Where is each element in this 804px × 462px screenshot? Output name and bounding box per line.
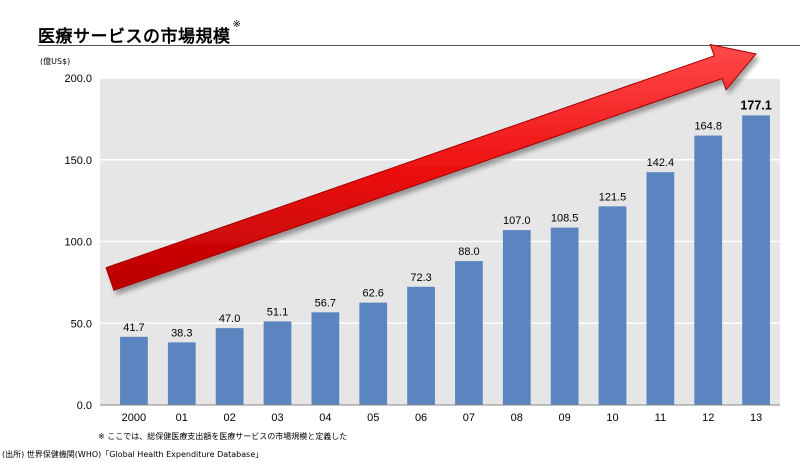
source-note: (出所) 世界保健機関(WHO)「Global Health Expenditu… bbox=[2, 450, 264, 459]
bar bbox=[646, 172, 675, 405]
x-tick-label: 09 bbox=[559, 412, 571, 424]
chart-title-text: 医療サービスの市場規模 bbox=[38, 27, 231, 47]
bar-value-label: 62.6 bbox=[363, 288, 384, 300]
x-tick-label: 03 bbox=[271, 412, 283, 424]
x-tick-label: 01 bbox=[176, 412, 188, 424]
bar bbox=[263, 321, 292, 405]
y-tick-label: 50.0 bbox=[71, 318, 92, 330]
y-tick-label: 150.0 bbox=[64, 155, 92, 167]
bar bbox=[215, 328, 244, 405]
x-tick-label: 08 bbox=[511, 412, 523, 424]
title-note-mark: ※ bbox=[232, 19, 242, 30]
bar-value-label: 142.4 bbox=[647, 157, 675, 169]
bar-value-label: 108.5 bbox=[551, 213, 579, 225]
bar-value-label: 41.7 bbox=[123, 322, 144, 334]
y-tick-label: 0.0 bbox=[77, 400, 92, 412]
y-tick-label: 100.0 bbox=[64, 237, 92, 249]
x-tick-label: 13 bbox=[750, 412, 762, 424]
bar-value-label: 88.0 bbox=[458, 246, 479, 258]
x-tick-label: 05 bbox=[367, 412, 379, 424]
bar bbox=[167, 342, 196, 405]
bar bbox=[742, 115, 770, 405]
bar bbox=[598, 206, 627, 405]
bar bbox=[120, 336, 148, 405]
bar bbox=[359, 302, 388, 405]
bar bbox=[311, 312, 340, 405]
x-tick-label: 2000 bbox=[122, 412, 146, 424]
bar bbox=[694, 135, 723, 405]
bar-value-label: 164.8 bbox=[694, 121, 722, 133]
x-tick-label: 11 bbox=[655, 412, 666, 424]
x-tick-label: 02 bbox=[224, 412, 236, 424]
y-tick-label: 200.0 bbox=[64, 73, 92, 85]
footnote: ※ ここでは、総保健医療支出額を医療サービスの市場規模と定義した bbox=[98, 432, 348, 441]
bar bbox=[550, 227, 579, 405]
x-tick-label: 10 bbox=[606, 412, 618, 424]
trend-arrow bbox=[105, 43, 757, 291]
bar-value-label: 38.3 bbox=[171, 327, 192, 339]
bar-value-label: 121.5 bbox=[599, 191, 627, 203]
x-tick-label: 04 bbox=[319, 412, 331, 424]
chart-title: 医療サービスの市場規模※ bbox=[38, 19, 242, 47]
x-tick-label: 06 bbox=[415, 412, 427, 424]
bar-value-label: 177.1 bbox=[740, 98, 771, 112]
bar-value-label: 72.3 bbox=[410, 272, 431, 284]
bar-value-label: 56.7 bbox=[315, 297, 336, 309]
bar-value-label: 47.0 bbox=[219, 313, 240, 325]
bar-value-label: 51.1 bbox=[267, 306, 288, 318]
x-tick-label: 07 bbox=[463, 412, 475, 424]
bar bbox=[502, 230, 531, 405]
title-divider bbox=[38, 45, 800, 46]
bar bbox=[407, 286, 435, 405]
unit-label: (億US$) bbox=[40, 57, 71, 66]
bar bbox=[455, 261, 483, 405]
bar-value-label: 107.0 bbox=[503, 215, 531, 227]
x-tick-label: 12 bbox=[702, 412, 714, 424]
